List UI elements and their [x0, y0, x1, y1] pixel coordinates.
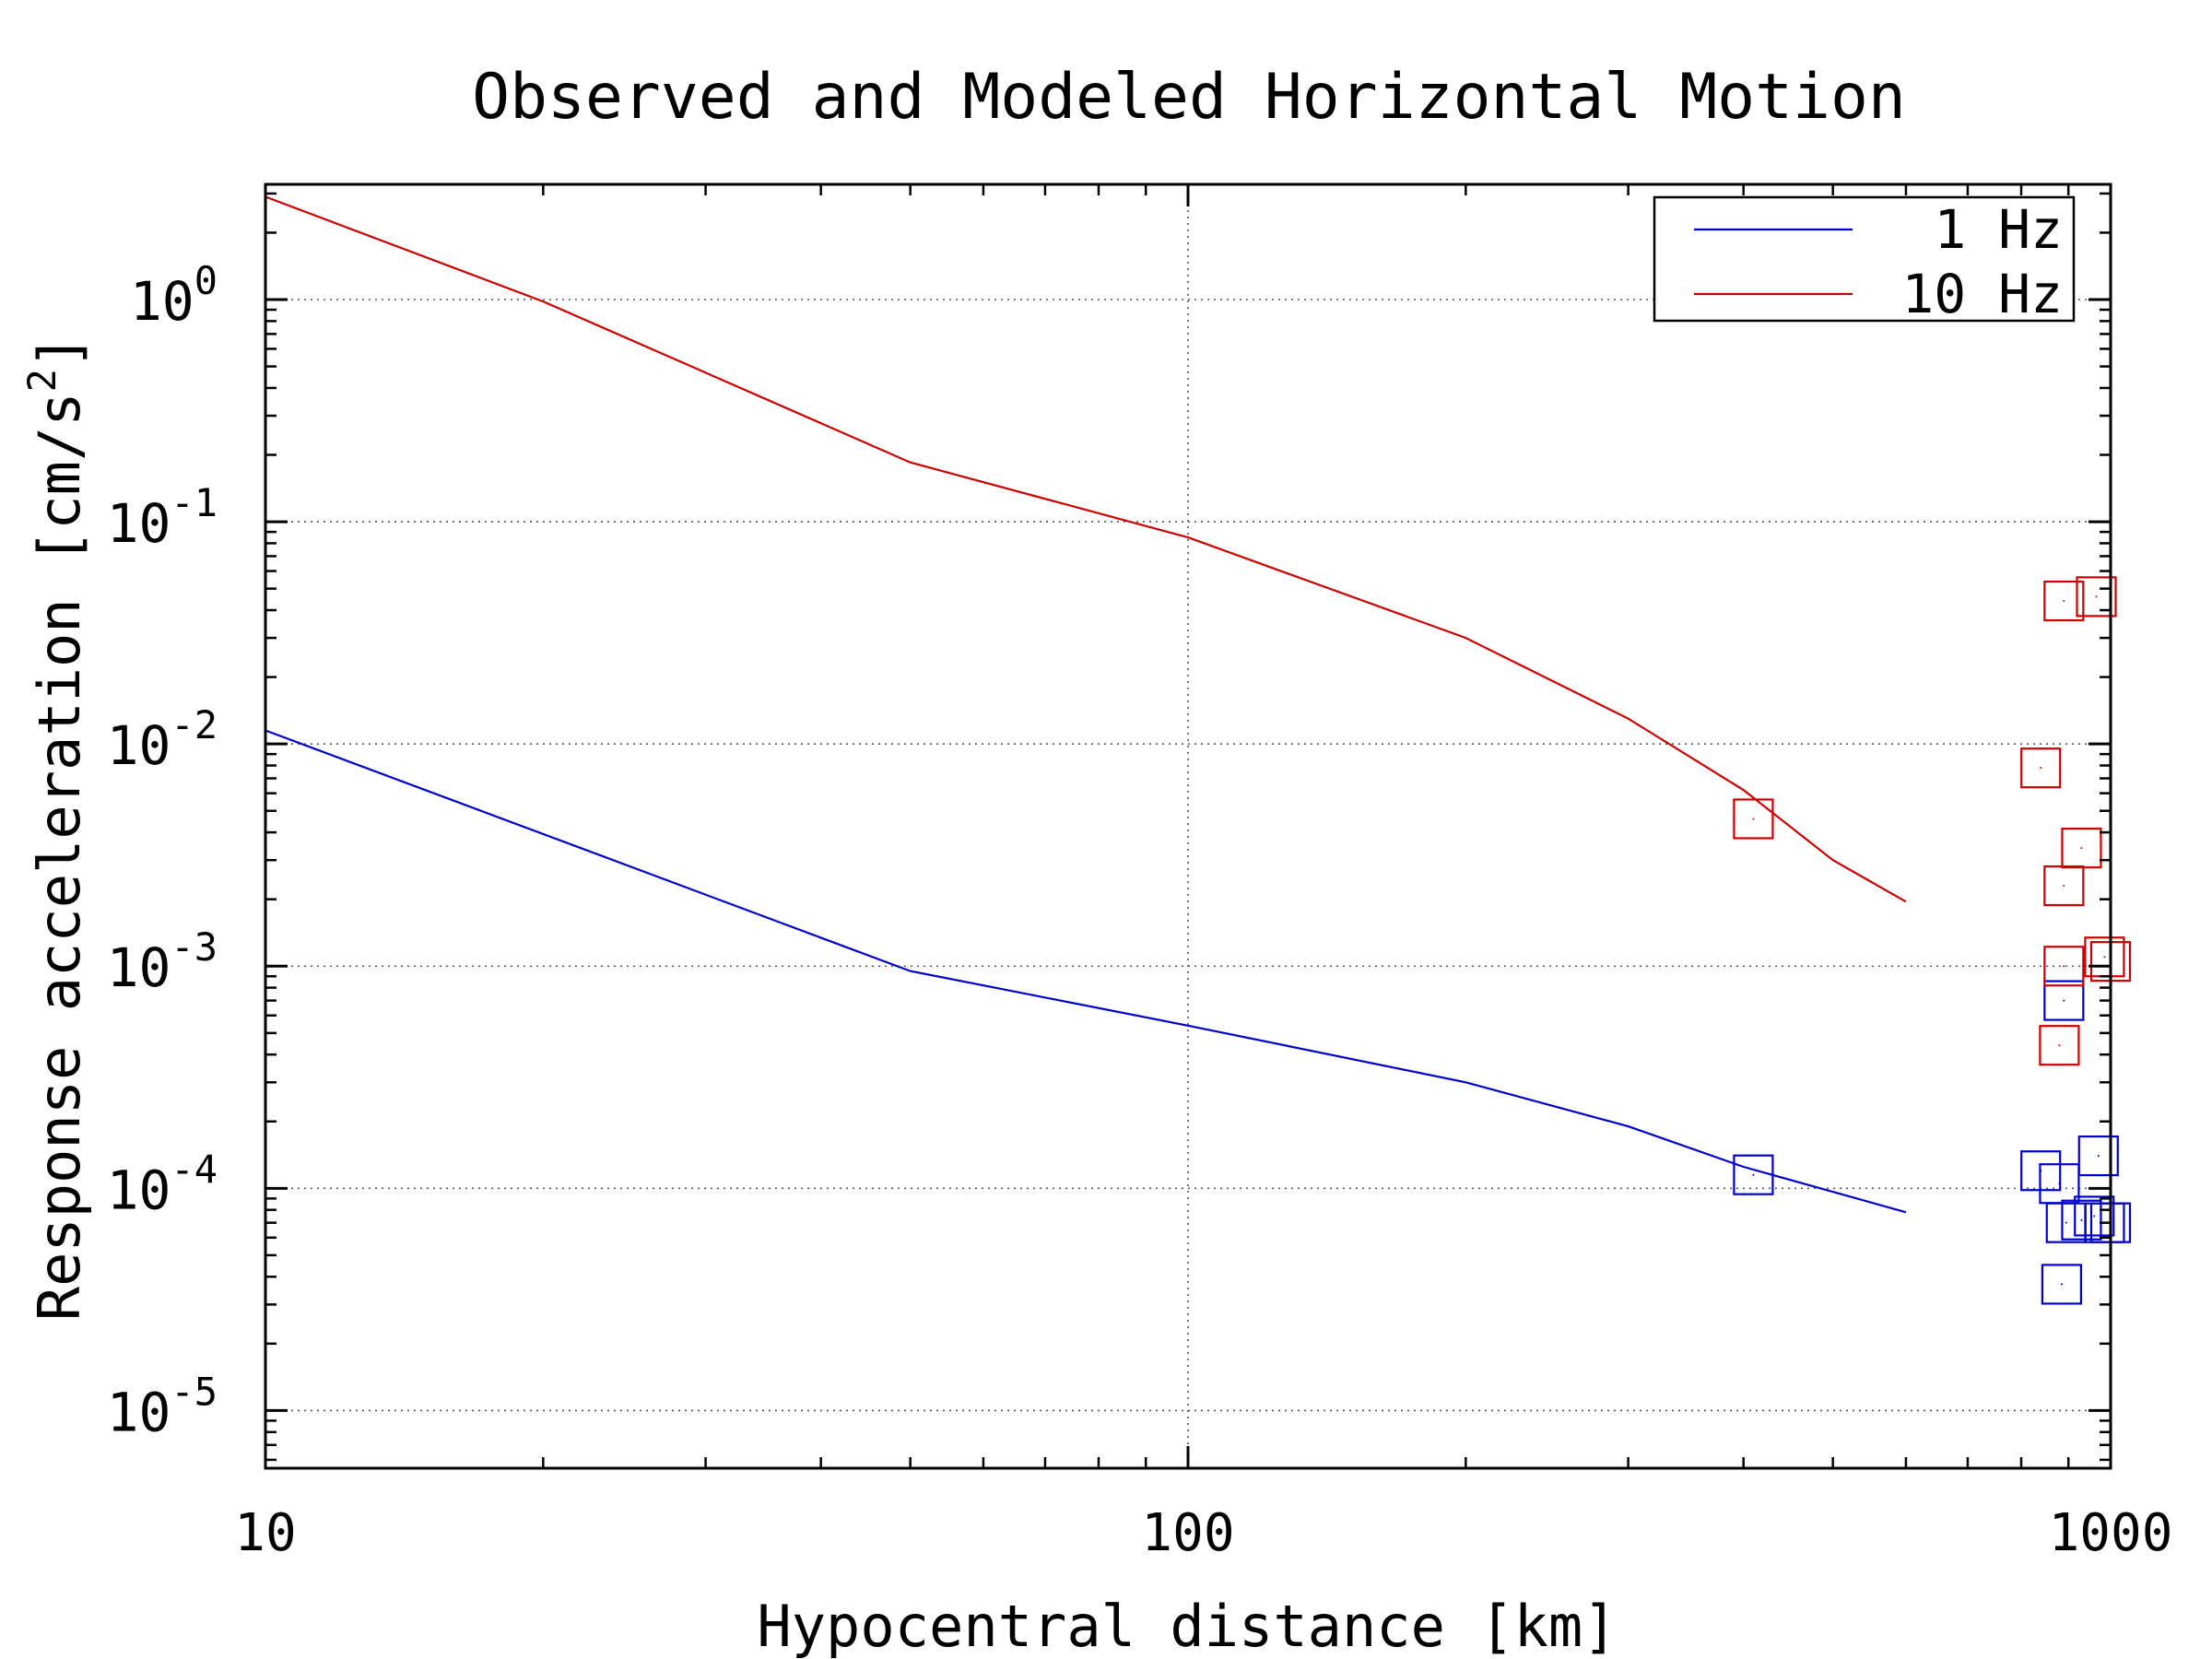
legend-box	[1653, 195, 2076, 323]
observed-point	[2061, 1199, 2102, 1241]
y-axis-label: Response acceleration [cm/s2]	[19, 335, 93, 1321]
y-axis-label-end: ]	[26, 335, 93, 369]
series-layer	[265, 195, 2132, 1305]
y-tick-label: 10-2	[107, 702, 218, 777]
observed-point	[2076, 576, 2117, 618]
observed-point	[2039, 1025, 2080, 1066]
y-tick-label-exponent: -4	[171, 1147, 218, 1192]
observed-point	[1733, 1154, 1774, 1195]
y-tick-label-exponent: -2	[171, 702, 218, 747]
observed-point	[2041, 1264, 2082, 1305]
grid-layer	[265, 184, 2111, 1468]
y-tick-label-base: 10	[107, 1381, 171, 1443]
model-line-10hz	[265, 195, 1907, 903]
observed-point-center	[2040, 767, 2042, 770]
y-tick-label-exponent: -5	[171, 1369, 218, 1414]
tick-layer	[264, 184, 2112, 1468]
observed-point	[2043, 865, 2085, 907]
observed-point-center	[2097, 1155, 2100, 1158]
x-tick-label: 10	[234, 1503, 296, 1563]
observed-point-center	[2063, 600, 2065, 603]
chart-title: Observed and Modeled Horizontal Motion	[472, 61, 1906, 134]
y-tick-label-base: 10	[107, 1159, 171, 1221]
observed-point-center	[2058, 1044, 2061, 1047]
observed-point-center	[2058, 1182, 2061, 1185]
observed-point	[1733, 798, 1774, 840]
y-tick-label-base: 10	[107, 492, 171, 555]
y-tick-label: 100	[130, 258, 218, 333]
y-tick-label-exponent: -3	[171, 924, 218, 970]
observed-point-center	[2080, 847, 2083, 850]
observed-point	[2043, 946, 2085, 987]
observed-point	[2043, 580, 2085, 622]
observed-point-center	[2063, 999, 2065, 1002]
observed-point-center	[2063, 885, 2065, 888]
y-tick-label-base: 10	[107, 714, 171, 777]
observed-point-center	[2103, 956, 2106, 959]
observed-point-center	[1752, 1173, 1755, 1176]
x-axis-label: Hypocentral distance [km]	[757, 1593, 1617, 1659]
model-line-1hz	[265, 729, 1907, 1214]
y-tick-label-base: 10	[107, 936, 171, 999]
observed-point-center	[1752, 818, 1755, 820]
observed-point-center	[2080, 1218, 2083, 1221]
y-tick-label-exponent: 0	[194, 258, 218, 303]
x-tick-label: 1000	[2049, 1503, 2173, 1563]
observed-point	[2074, 1195, 2115, 1237]
legend-label: 10 Hz	[1901, 263, 2063, 325]
observed-point-center	[2093, 1215, 2096, 1218]
legend-label: 1 Hz	[1934, 198, 2063, 261]
x-tick-label: 100	[1141, 1503, 1234, 1563]
y-tick-label: 10-3	[107, 924, 218, 999]
y-tick-label-base: 10	[130, 270, 194, 333]
observed-point-center	[2060, 1283, 2063, 1286]
y-tick-label-exponent: -1	[171, 480, 218, 525]
observed-point	[2077, 1135, 2119, 1177]
y-axis-label-sup: 2	[19, 369, 65, 392]
observed-point-center	[2063, 965, 2065, 968]
observed-point	[2020, 747, 2062, 789]
y-tick-label: 10-1	[107, 480, 218, 555]
y-tick-label: 10-5	[107, 1369, 218, 1443]
observed-point-center	[2065, 1221, 2067, 1224]
y-tick-label: 10-4	[107, 1147, 218, 1221]
observed-point-center	[2095, 595, 2098, 598]
y-axis-label-main: Response acceleration [cm/s	[26, 392, 93, 1321]
observed-point	[2043, 980, 2085, 1021]
